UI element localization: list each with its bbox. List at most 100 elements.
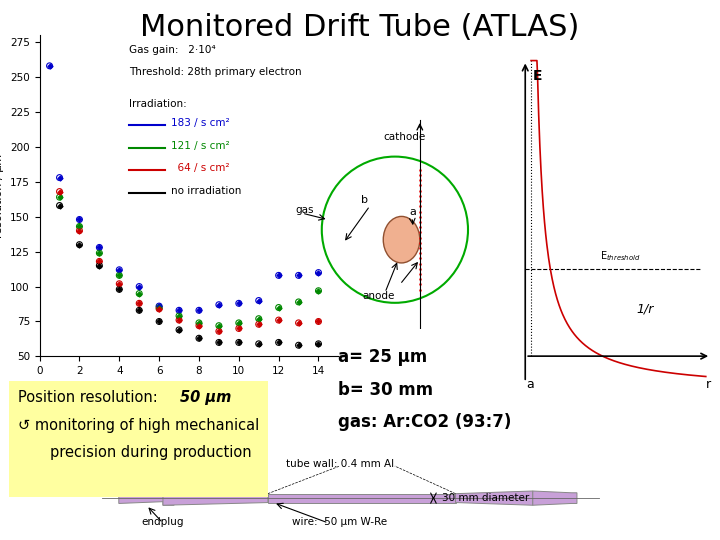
Point: [253, 314, 264, 323]
Point: [54, 187, 66, 196]
Point: [233, 338, 245, 347]
Point: [174, 312, 185, 320]
Point: [94, 243, 105, 252]
Text: Gas gain:   2·10⁴: Gas gain: 2·10⁴: [130, 45, 216, 55]
Point: [73, 240, 85, 249]
Point: [273, 316, 284, 325]
Point: [193, 334, 204, 342]
Point: [253, 320, 264, 328]
Point: [233, 319, 245, 327]
Point: [312, 268, 324, 277]
Text: wire:  50 μm W-Re: wire: 50 μm W-Re: [292, 517, 387, 526]
Point: [73, 215, 85, 224]
Point: [54, 201, 66, 210]
Point: [253, 340, 264, 348]
Point: [193, 306, 204, 315]
Point: [213, 338, 225, 347]
Point: [73, 222, 85, 231]
Point: [233, 299, 245, 308]
Point: [114, 285, 125, 294]
Point: [253, 296, 264, 305]
Point: [94, 261, 105, 270]
Point: [153, 317, 165, 326]
Point: [133, 282, 145, 291]
Text: Position resolution:: Position resolution:: [18, 390, 163, 405]
Point: [312, 317, 324, 326]
Point: [193, 321, 204, 330]
Point: [273, 316, 284, 325]
Text: a: a: [526, 378, 534, 391]
Point: [94, 249, 105, 258]
Point: [193, 321, 204, 330]
Point: [233, 324, 245, 333]
Point: [133, 306, 145, 315]
Ellipse shape: [383, 217, 420, 263]
Point: [54, 201, 66, 210]
X-axis label: r / mm: r / mm: [171, 382, 207, 392]
Text: 64 / s cm²: 64 / s cm²: [171, 164, 230, 173]
Point: [153, 305, 165, 313]
Point: [193, 319, 204, 327]
Point: [312, 286, 324, 295]
Text: E: E: [534, 69, 543, 83]
Point: [213, 321, 225, 330]
Text: Monitored Drift Tube (ATLAS): Monitored Drift Tube (ATLAS): [140, 14, 580, 43]
Text: Threshold: 28th primary electron: Threshold: 28th primary electron: [130, 67, 302, 77]
Point: [73, 215, 85, 224]
Text: 1/r: 1/r: [636, 303, 654, 316]
Point: [213, 321, 225, 330]
Text: 30 mm diameter: 30 mm diameter: [442, 493, 529, 503]
Point: [174, 306, 185, 315]
Text: 50 μm: 50 μm: [180, 390, 231, 405]
Point: [312, 340, 324, 348]
Point: [153, 302, 165, 310]
Point: [174, 312, 185, 320]
Point: [114, 279, 125, 288]
Point: [73, 240, 85, 249]
Text: E$_{threshold}$: E$_{threshold}$: [600, 249, 640, 263]
Point: [114, 266, 125, 274]
Point: [312, 268, 324, 277]
Y-axis label: resolution / μm: resolution / μm: [0, 154, 4, 238]
Point: [114, 285, 125, 294]
Point: [73, 226, 85, 235]
Point: [114, 271, 125, 280]
Point: [273, 271, 284, 280]
Point: [153, 302, 165, 310]
Point: [133, 282, 145, 291]
Point: [273, 303, 284, 312]
Point: [133, 299, 145, 308]
Text: cathode: cathode: [384, 132, 426, 142]
Point: [44, 62, 55, 70]
Point: [193, 306, 204, 315]
Point: [174, 306, 185, 315]
Point: [153, 303, 165, 312]
Point: [133, 306, 145, 315]
Point: [293, 298, 305, 306]
Point: [213, 338, 225, 347]
Point: [273, 338, 284, 347]
Polygon shape: [456, 491, 533, 505]
Point: [253, 340, 264, 348]
Point: [233, 319, 245, 327]
Point: [174, 316, 185, 325]
Text: a: a: [410, 207, 417, 217]
Text: no irradiation: no irradiation: [171, 186, 241, 196]
Point: [153, 305, 165, 313]
Text: tube wall: 0.4 mm Al: tube wall: 0.4 mm Al: [286, 459, 394, 469]
Point: [293, 341, 305, 349]
Point: [73, 226, 85, 235]
Point: [73, 222, 85, 231]
Point: [293, 298, 305, 306]
Bar: [268, 494, 456, 503]
Point: [312, 317, 324, 326]
Point: [253, 296, 264, 305]
Point: [133, 289, 145, 298]
Text: 121 / s cm²: 121 / s cm²: [171, 141, 230, 151]
Point: [233, 338, 245, 347]
Point: [213, 300, 225, 309]
Text: a= 25 μm: a= 25 μm: [338, 348, 428, 366]
Text: b: b: [361, 195, 369, 205]
Point: [94, 249, 105, 258]
Text: ↺ monitoring of high mechanical: ↺ monitoring of high mechanical: [18, 418, 259, 433]
